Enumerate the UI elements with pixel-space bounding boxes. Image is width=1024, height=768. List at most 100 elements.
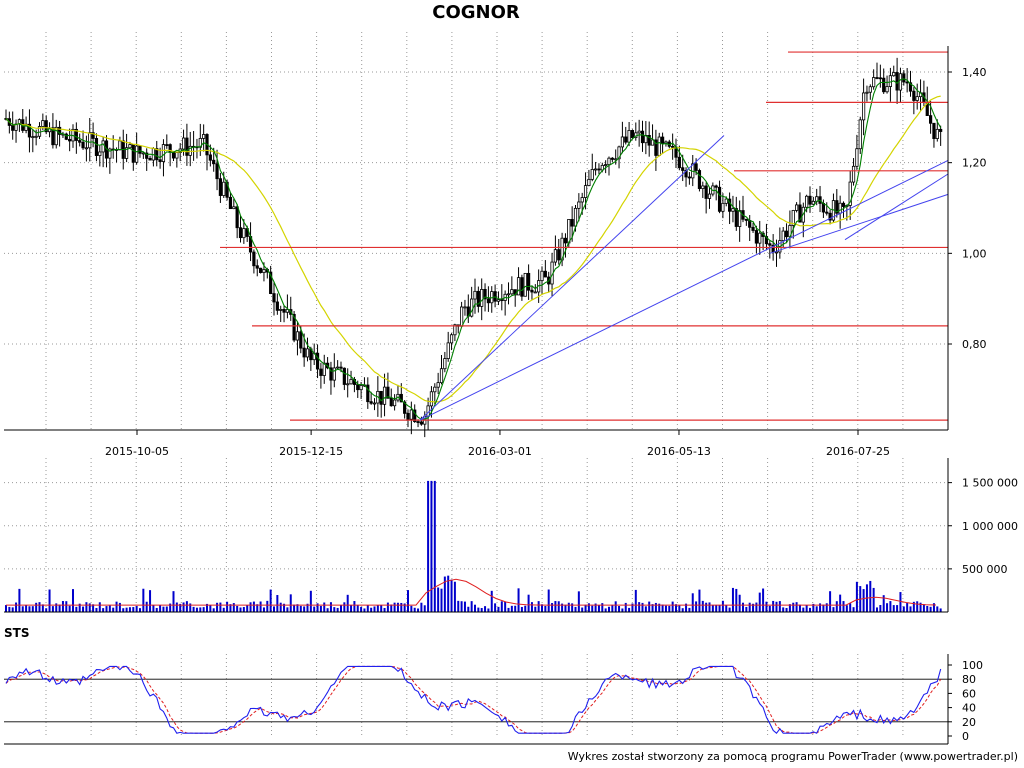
volume-bar (159, 605, 162, 612)
volume-bar (65, 601, 68, 612)
candle-body (31, 136, 35, 139)
candle (741, 195, 745, 223)
candle (878, 64, 882, 88)
candle-body (379, 390, 383, 405)
candle (31, 129, 35, 153)
candle (677, 145, 681, 171)
candle (168, 143, 172, 167)
candle-body (627, 130, 631, 143)
candle-body (530, 289, 534, 293)
volume-bar (805, 605, 808, 612)
candle (758, 220, 762, 255)
candle (191, 130, 196, 161)
trend-line (844, 173, 949, 241)
volume-bar (58, 604, 61, 612)
volume-bar (309, 590, 312, 612)
candle-body (637, 130, 641, 134)
candle-body (382, 386, 387, 405)
candle (349, 370, 353, 385)
candle-body (567, 219, 571, 244)
candle (912, 87, 916, 115)
candle-body (94, 138, 99, 156)
candle (650, 124, 655, 146)
volume-bar (631, 603, 634, 612)
volume-bar (842, 601, 845, 612)
candle (697, 168, 702, 192)
candle-body (419, 421, 424, 425)
candle (215, 149, 219, 191)
candle (165, 134, 169, 149)
volume-bar (383, 607, 386, 612)
candle (647, 121, 651, 157)
candle (88, 118, 92, 162)
volume-bar (360, 606, 363, 612)
candle (808, 186, 812, 213)
candle-body (640, 130, 645, 144)
candle (721, 193, 725, 219)
candle-body (258, 267, 263, 273)
volume-bar (755, 602, 758, 612)
candle (151, 147, 155, 167)
volume-bar (852, 607, 855, 612)
volume-bar (85, 602, 88, 612)
candle-body (888, 75, 893, 87)
candle-body (74, 128, 78, 141)
volume-bar (219, 602, 222, 612)
candle-body (798, 204, 802, 223)
trend-line (419, 135, 725, 421)
candle-body (573, 207, 578, 227)
volume-bar (155, 607, 158, 612)
volume-bar (350, 605, 353, 612)
volume-bar (21, 606, 24, 612)
candle-body (774, 251, 779, 254)
candle (295, 322, 300, 356)
volume-bar (266, 600, 269, 612)
volume-bar (403, 603, 406, 612)
volume-bar (189, 603, 192, 612)
volume-bar (430, 480, 433, 612)
candle (898, 67, 903, 103)
volume-bar (185, 601, 188, 612)
volume-bar (5, 605, 7, 612)
candle-body (255, 265, 259, 269)
volume-bar (366, 605, 369, 612)
candle (285, 294, 290, 319)
volume-bar (916, 601, 919, 612)
candle (125, 133, 129, 163)
candle-body (470, 298, 474, 317)
candle (520, 274, 524, 301)
candle-body (409, 409, 413, 420)
volume-bar (524, 605, 527, 612)
candle (918, 79, 923, 111)
candle (768, 240, 772, 259)
sts-d-line (5, 665, 942, 734)
volume-bar (591, 605, 594, 612)
candle-body (583, 185, 588, 198)
candle-body (781, 230, 785, 241)
volume-bar (849, 603, 852, 612)
volume-bar (31, 606, 34, 612)
candle (135, 132, 139, 165)
trend-line (419, 159, 949, 421)
volume-bar (206, 603, 208, 612)
volume-bar (440, 588, 443, 612)
candle (788, 210, 792, 249)
volume-bar (731, 587, 734, 612)
volume-bar (899, 592, 902, 612)
candle-body (222, 181, 226, 196)
candle-body (851, 165, 856, 183)
moving-average-short (5, 78, 942, 420)
candle-body (630, 130, 635, 139)
volume-bar (88, 603, 91, 612)
volume-tick-label: 1 500 000 (962, 477, 1018, 490)
volume-bar (423, 605, 426, 612)
volume-bar (453, 581, 456, 612)
volume-bar (879, 604, 882, 612)
volume-bar (745, 606, 748, 612)
volume-bar (122, 608, 125, 612)
candle-body (527, 272, 531, 291)
volume-bar (601, 603, 604, 612)
volume-bar (862, 589, 865, 612)
candle (915, 83, 919, 110)
candle (336, 360, 340, 370)
